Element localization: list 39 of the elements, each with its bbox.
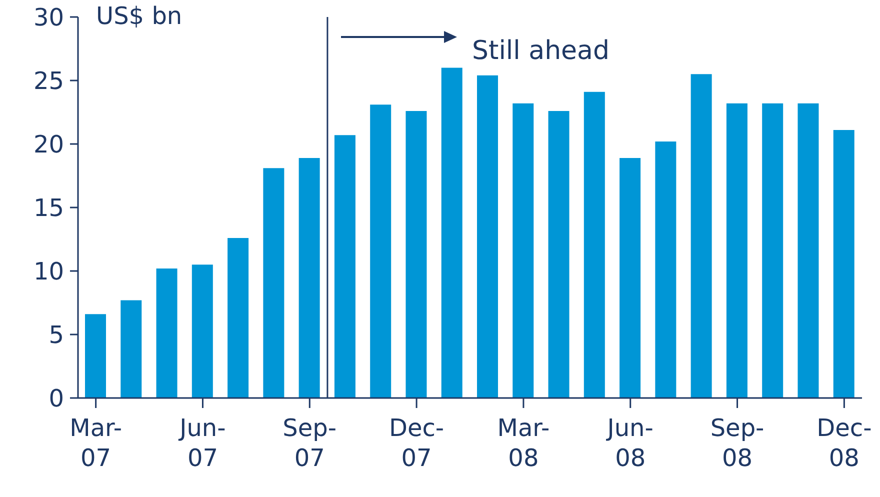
x-tick-label: Sep-07 xyxy=(282,414,337,472)
bar xyxy=(298,158,320,398)
x-tick-label: Sep-08 xyxy=(710,414,764,472)
x-tick-label: Jun-07 xyxy=(178,414,226,472)
x-tick-label: Dec-07 xyxy=(388,414,444,472)
bar xyxy=(156,268,178,398)
y-tick-label: 25 xyxy=(33,67,64,96)
bar xyxy=(228,238,249,398)
bar xyxy=(334,135,356,398)
bar xyxy=(548,110,570,398)
x-tick-label: Mar-08 xyxy=(497,414,550,472)
y-tick-label: 20 xyxy=(33,130,64,159)
y-tick-label: 0 xyxy=(48,384,64,413)
bar xyxy=(85,314,106,398)
bar xyxy=(726,103,748,398)
x-tick-label: Dec-08 xyxy=(816,414,872,472)
bar xyxy=(798,103,819,398)
bar xyxy=(263,168,284,398)
bar xyxy=(441,68,462,398)
bar xyxy=(120,300,142,398)
bar xyxy=(762,103,784,398)
y-tick-label: 15 xyxy=(33,194,64,222)
y-tick-label: 5 xyxy=(48,321,64,350)
bar xyxy=(406,110,427,398)
bar xyxy=(833,130,854,398)
bar xyxy=(690,74,712,398)
annotation: Still ahead xyxy=(472,36,610,66)
bar xyxy=(620,158,641,398)
bar xyxy=(192,264,213,398)
y-tick-label: 10 xyxy=(33,258,64,286)
x-tick-label: Jun-08 xyxy=(605,414,654,472)
bar xyxy=(584,92,605,398)
y-axis-title: US$ bn xyxy=(96,2,182,30)
bar xyxy=(477,75,498,398)
bar xyxy=(655,141,676,398)
bar xyxy=(370,104,392,398)
x-tick-label: Mar-07 xyxy=(70,414,122,472)
bar xyxy=(512,103,534,398)
y-tick-label: 30 xyxy=(33,4,64,32)
